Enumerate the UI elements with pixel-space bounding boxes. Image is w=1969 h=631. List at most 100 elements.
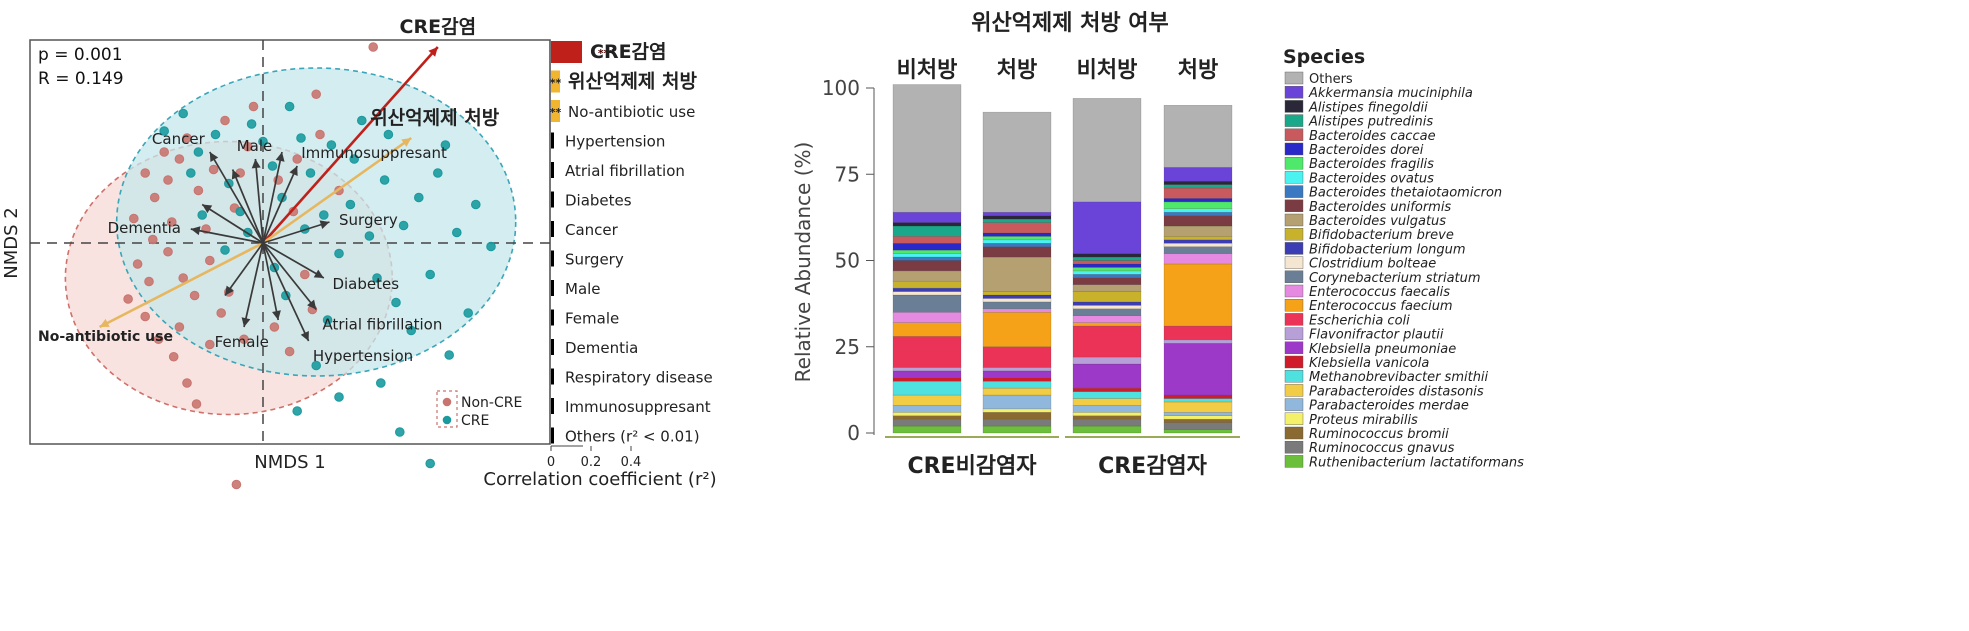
legend-swatch-alistipes-putredinis [1284, 114, 1304, 127]
point-non-cre [174, 154, 185, 164]
point-non-cre [182, 133, 192, 143]
segment-ruthenibacterium-lactatiformans [1163, 429, 1233, 434]
bar-cancer [551, 221, 554, 237]
segment-corynebacterium-striatum [982, 301, 1052, 310]
bar-significance: *** [598, 47, 616, 60]
point-cre [319, 210, 329, 220]
segment-akkermansia-muciniphila [1072, 201, 1142, 254]
vector-label-cre: CRE감염 [400, 16, 477, 38]
legend-swatch-bacteroides-thetaiotaomicron [1284, 185, 1304, 198]
vector-arrowhead [275, 152, 285, 162]
category-label: 처방 [997, 58, 1037, 83]
point-non-cre [208, 164, 219, 175]
category-label: 비처방 [897, 58, 958, 83]
segment-bifidobacterium-longum [892, 287, 962, 292]
corr-tick-label: 0.4 [621, 455, 642, 470]
segment-bacteroides-ovatus [892, 253, 962, 258]
segment-bacteroides-caccae [892, 236, 962, 244]
bar-cre [551, 41, 582, 63]
point-cre [486, 241, 496, 252]
segment-bacteroides-fragilis [1072, 267, 1142, 272]
segment-alistipes-finegoldii [982, 215, 1052, 220]
segment-klebsiella-vanicola [1072, 387, 1142, 392]
legend-swatch-ruminococcus-gnavus [1284, 441, 1304, 454]
segment-corynebacterium-striatum [892, 294, 962, 313]
point-non-cre [182, 378, 192, 388]
legend-swatch-klebsiella-pneumoniae [1284, 341, 1304, 354]
bar-label-dementia: Dementia [565, 339, 638, 357]
legend-label-bifidobacterium-breve: Bifidobacterium breve [1309, 228, 1454, 243]
vector-label-atrial-fibrillation: Atrial fibrillation [322, 316, 442, 334]
correlation-bar-chart: ***CRE감염 ** 위산억제제 처방 ** No-antibiotic use Hyp… [483, 40, 717, 490]
segment-bacteroides-uniformis [1072, 277, 1142, 285]
segment-bacteroides-thetaiotaomicron [1163, 211, 1233, 216]
segment-bacteroides-caccae [982, 222, 1052, 234]
vector-cancer [209, 151, 264, 244]
group-legend: Non-CRE CRE [436, 390, 522, 429]
legend-swatch-enterococcus-faecium [1284, 299, 1304, 312]
segment-bacteroides-dorei [1163, 198, 1233, 203]
point-non-cre [189, 290, 200, 301]
segment-ruminococcus-gnavus [1163, 422, 1233, 430]
point-non-cre [144, 276, 154, 287]
vector-arrowhead [231, 169, 241, 180]
segment-flavonifractor-plautii [982, 367, 1052, 372]
vector-arrowhead [300, 330, 309, 341]
segment-ruminococcus-gnavus [892, 418, 962, 427]
segment-parabacteroides-distasonis [1072, 398, 1142, 406]
y-axis-label: Relative Abundance (%) [791, 142, 815, 383]
segment-others [982, 111, 1052, 213]
legend-label-bacteroides-dorei: Bacteroides dorei [1309, 143, 1424, 158]
bar-hypertension [551, 132, 554, 149]
point-cre [267, 161, 278, 171]
point-cre [246, 119, 257, 129]
bar-label-respiratory-disease: Respiratory disease [565, 369, 713, 387]
point-non-cre [140, 311, 150, 322]
segment-alistipes-putredinis [1072, 256, 1142, 261]
group-labels: CRE비감염자 CRE감염자 [885, 436, 1240, 479]
point-non-cre [163, 175, 173, 185]
vector-label-dementia: Dementia [108, 219, 181, 237]
segment-methanobrevibacter-smithii [1072, 391, 1142, 399]
segment-bacteroides-fragilis [1163, 201, 1233, 210]
legend-label-bacteroides-vulgatus: Bacteroides vulgatus [1309, 214, 1446, 229]
segment-bacteroides-dorei [982, 232, 1052, 237]
y-tick-label: 25 [835, 335, 860, 359]
legend-swatch-corynebacterium-striatum [1284, 270, 1304, 283]
legend-swatch-non-cre [442, 397, 452, 407]
vector-hypertension [262, 242, 310, 342]
point-non-cre [239, 334, 249, 345]
vector-item [262, 136, 412, 245]
segment-alistipes-putredinis [892, 225, 962, 237]
legend-label-proteus-mirabilis: Proteus mirabilis [1309, 413, 1418, 428]
point-cre [159, 126, 169, 136]
segment-flavonifractor-plautii [892, 367, 962, 372]
point-non-cre [292, 154, 303, 164]
segment-alistipes-finegoldii [1163, 180, 1233, 185]
point-non-cre [269, 322, 280, 332]
point-non-cre [149, 192, 160, 203]
point-non-cre [243, 141, 253, 152]
segment-bacteroides-caccae [1072, 260, 1142, 265]
bar-label-diabetes: Diabetes [565, 192, 632, 210]
segment-bifidobacterium-longum [982, 294, 1052, 299]
bar-surgery [551, 250, 554, 267]
legend-label-alistipes-putredinis: Alistipes putredinis [1308, 115, 1433, 130]
point-non-cre [231, 479, 242, 490]
legend-label-klebsiella-pneumoniae: Klebsiella pneumoniae [1309, 342, 1456, 357]
segment-alistipes-finegoldii [892, 222, 962, 227]
y-tick-label: 50 [835, 249, 860, 273]
legend-swatch-bacteroides-caccae [1284, 128, 1304, 142]
legend-swatch-bacteroides-uniformis [1284, 199, 1304, 213]
segment-bacteroides-dorei [892, 243, 962, 251]
legend-label-methanobrevibacter-smithii: Methanobrevibacter smithii [1309, 370, 1489, 385]
legend-label-klebsiella-vanicola: Klebsiella vanicola [1309, 356, 1429, 371]
point-cre [372, 273, 382, 283]
point-cre [296, 133, 306, 143]
vector-label-immunosuppresant: Immunosuppresant [301, 144, 447, 162]
segment-bacteroides-thetaiotaomicron [892, 256, 962, 261]
bar-female [551, 309, 554, 326]
segment-bifidobacterium-breve [1072, 291, 1142, 303]
segment-bacteroides-uniformis [1163, 215, 1233, 227]
